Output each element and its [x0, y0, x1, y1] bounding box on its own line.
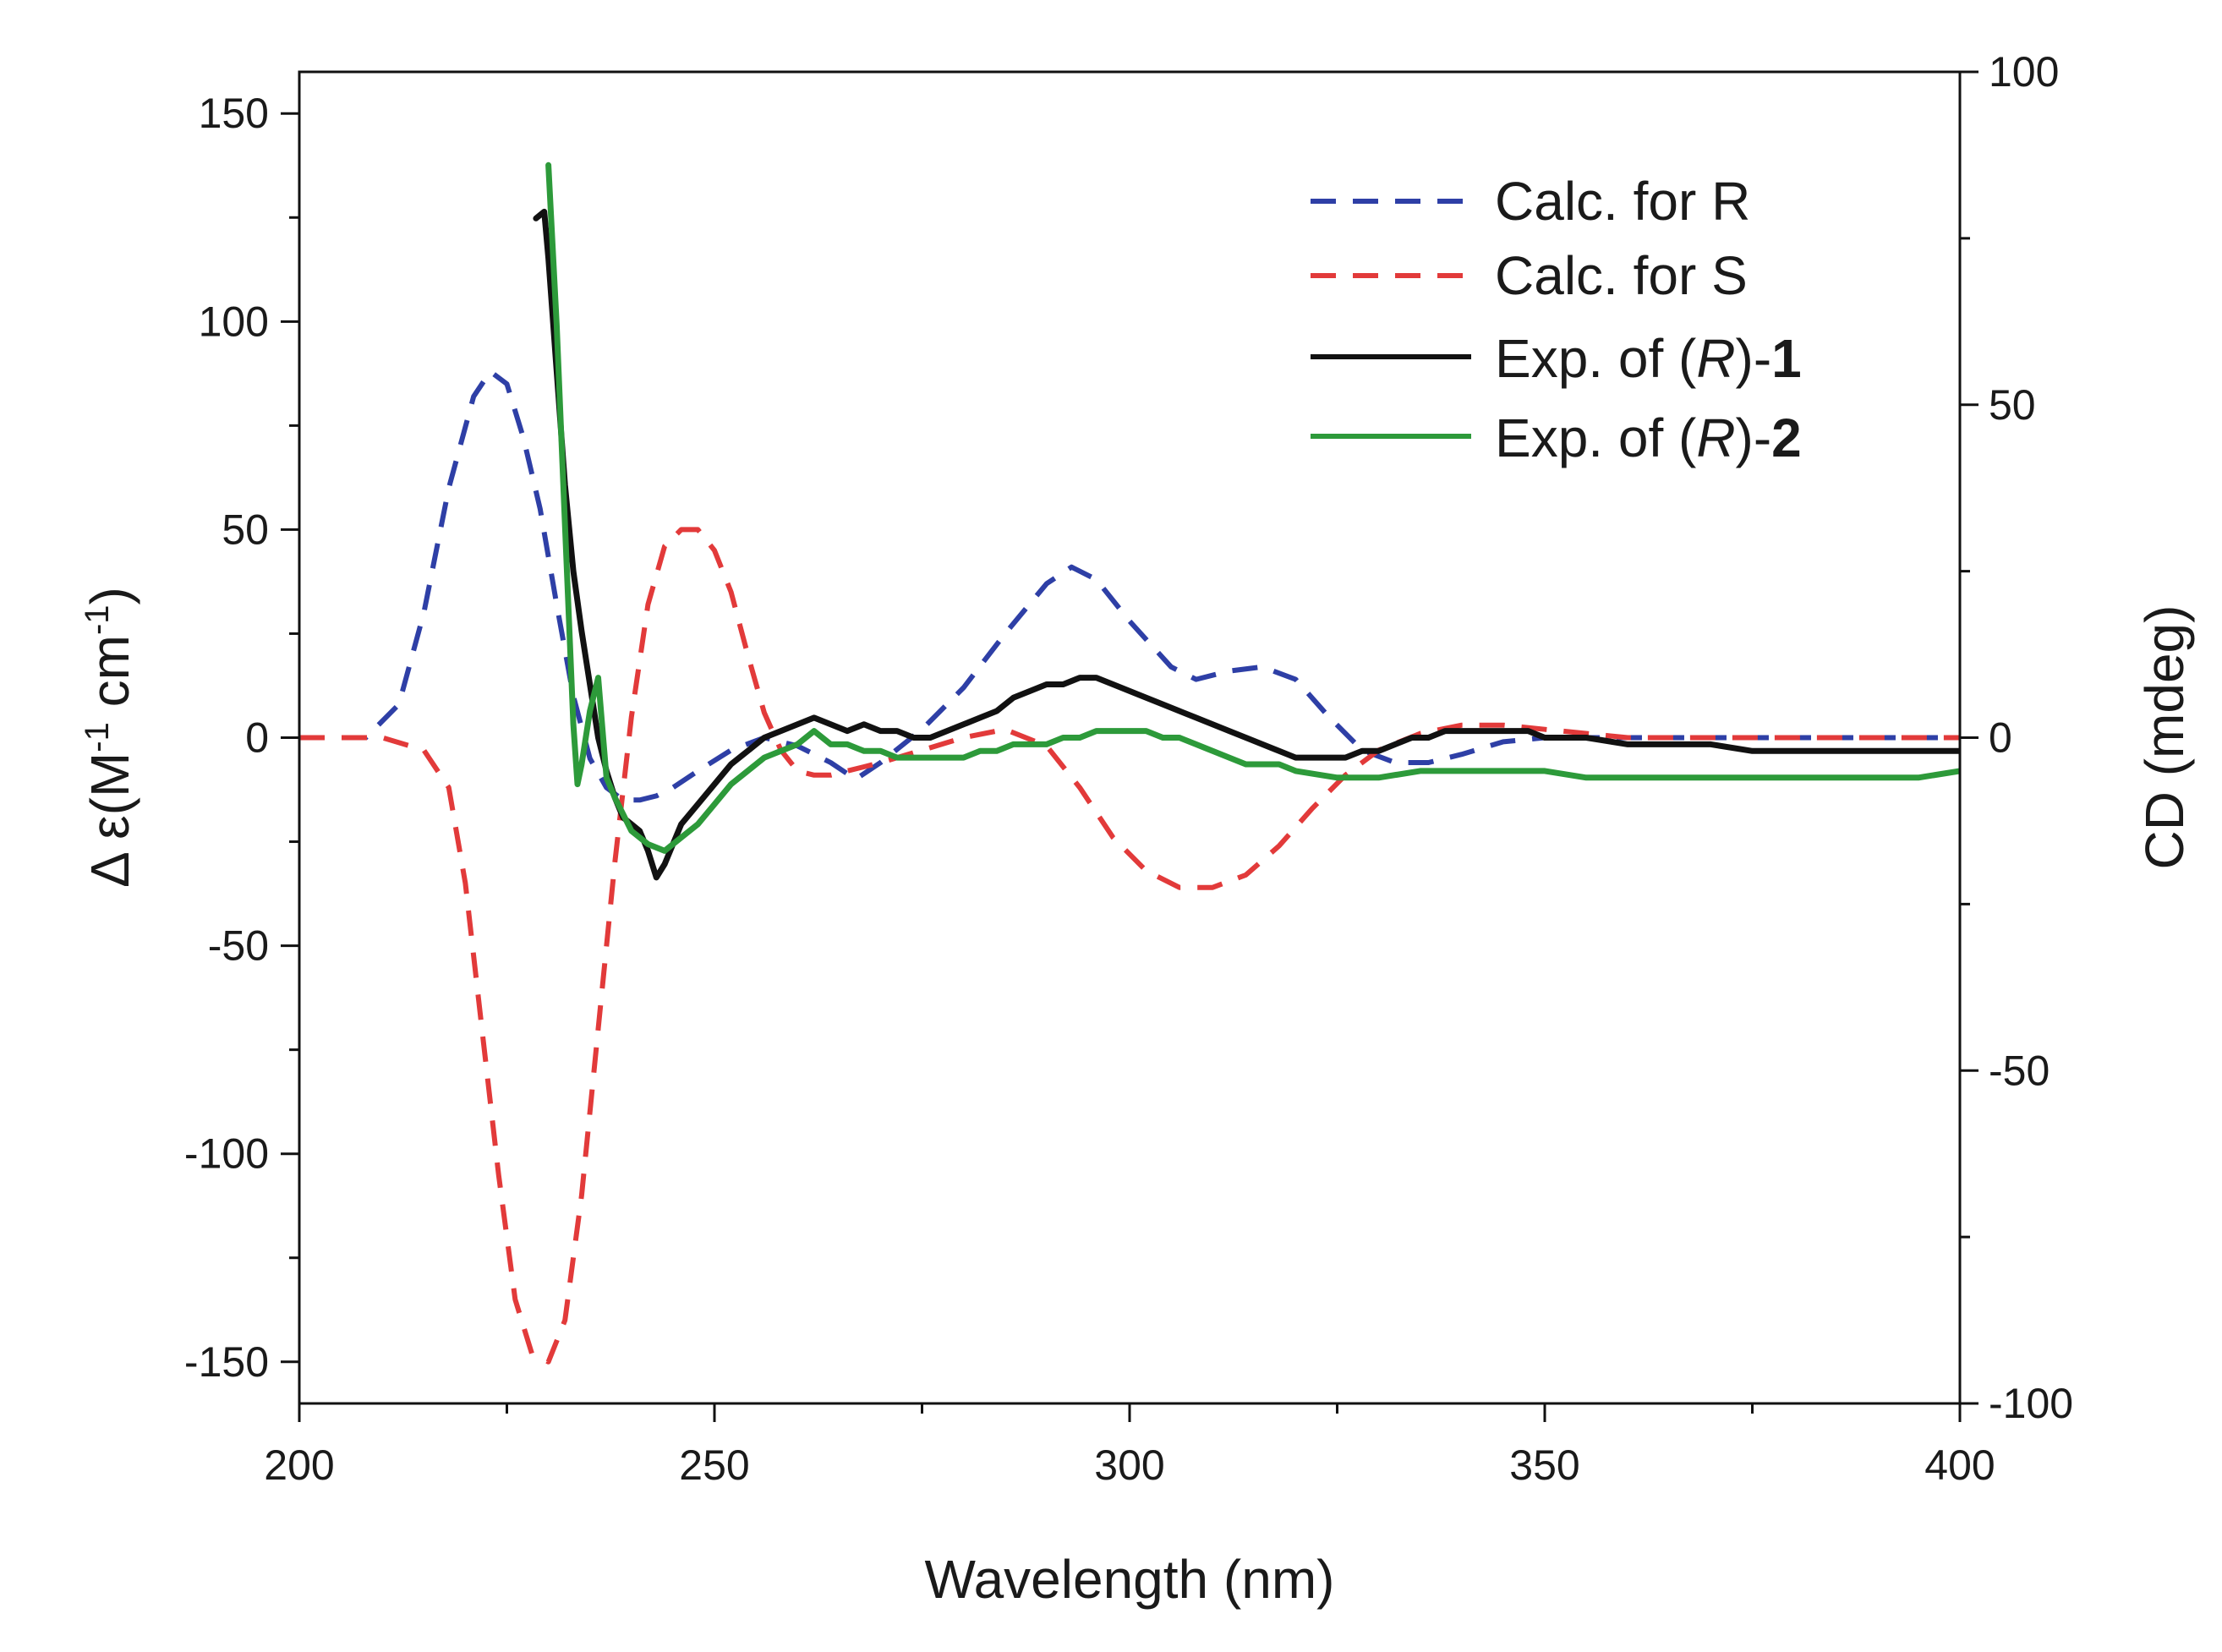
legend-label-calc-s: Calc. for S	[1495, 245, 1748, 306]
x-tick-label: 400	[1924, 1441, 1995, 1489]
y-left-title-mid: cm	[79, 635, 140, 722]
series-line-calc-for-s	[299, 527, 1960, 1365]
x-tick-label: 250	[679, 1441, 749, 1489]
series-line-exp-of-r-2	[545, 161, 1960, 854]
y-left-title-prefix: Δ ε(M	[79, 752, 140, 888]
legend: Calc. for R Calc. for S Exp. of (R)-1 Ex…	[1311, 171, 1802, 468]
y-left-title-sup2: -1	[79, 604, 116, 635]
x-tick-label: 350	[1509, 1441, 1579, 1489]
y-left-axis-title: Δ ε(M-1 cm-1)	[79, 587, 140, 888]
y-left-tick-label: -50	[208, 922, 269, 970]
y-left-tick-label: -100	[184, 1130, 269, 1178]
series-line-calc-for-r	[299, 369, 1960, 803]
y-left-tick-label: 100	[199, 298, 269, 345]
legend-label-exp-r1: Exp. of (R)-1	[1495, 328, 1802, 389]
legend-label-exp-r2: Exp. of (R)-2	[1495, 408, 1802, 468]
y-left-tick-label: 150	[199, 90, 269, 137]
y-left-tick-label: -150	[184, 1338, 269, 1386]
y-right-axis-title: CD (mdeg)	[2134, 605, 2195, 870]
x-tick-label: 200	[264, 1441, 334, 1489]
y-left-tick-label: 50	[222, 506, 269, 553]
x-tick-label: 300	[1094, 1441, 1164, 1489]
y-right-tick-label: 100	[1989, 48, 2059, 96]
y-right-tick-label: -100	[1989, 1380, 2073, 1427]
y-left-tick-label: 0	[245, 714, 269, 762]
y-left-title-suffix: )	[79, 587, 140, 604]
y-right-tick-label: 0	[1989, 714, 2012, 762]
legend-label-calc-r: Calc. for R	[1495, 171, 1750, 232]
series-layer	[299, 161, 1960, 1365]
x-axis-title: Wavelength (nm)	[925, 1549, 1335, 1610]
y-right-tick-label: -50	[1989, 1047, 2050, 1094]
y-left-title-sup1: -1	[79, 722, 116, 752]
ticks-layer: 200 250 300 350 400 -150 -100 -50 0 50 100 150 -100 -…	[184, 48, 2073, 1489]
y-right-tick-label: 50	[1989, 381, 2036, 429]
